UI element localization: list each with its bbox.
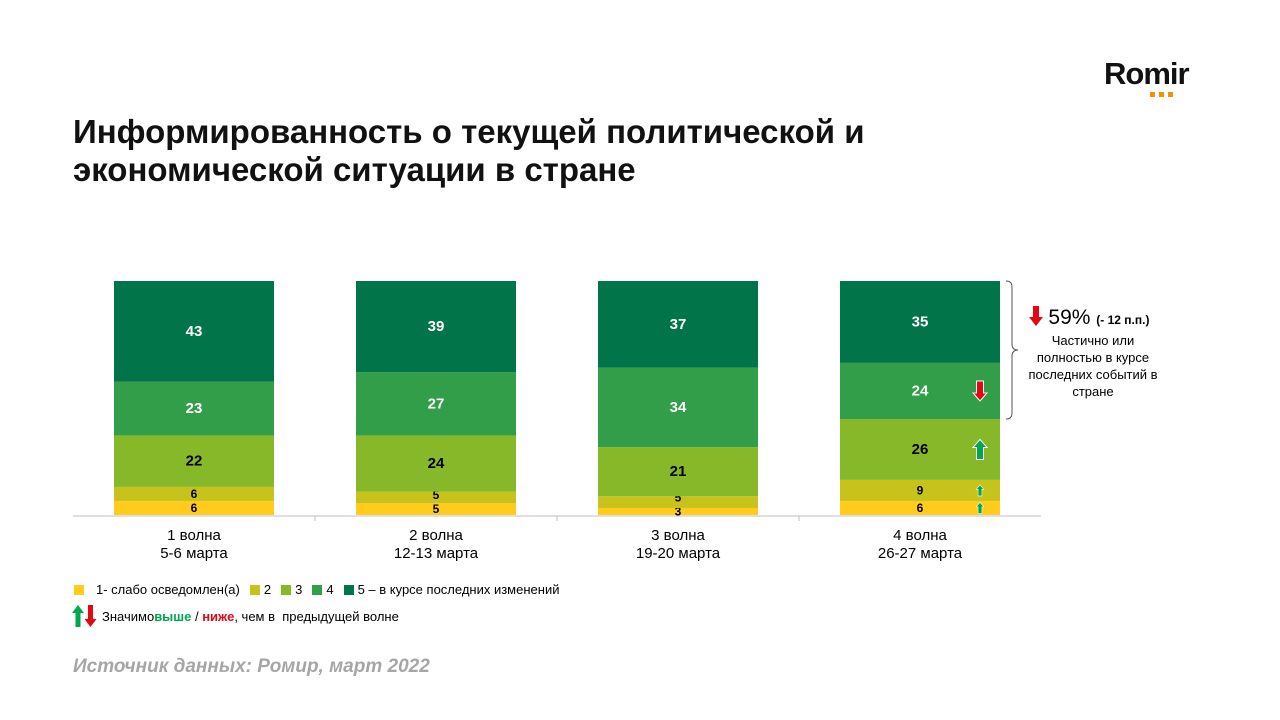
data-label: 39 <box>428 318 445 335</box>
category-label: 3 волна <box>651 527 705 544</box>
data-label: 6 <box>191 487 198 501</box>
arrow-up-icon <box>971 438 989 460</box>
annotation-change: (- 12 п.п.) <box>1096 313 1150 327</box>
bar-segment <box>598 496 758 508</box>
legend-swatch <box>249 584 260 595</box>
legend-item: 2 <box>249 582 272 597</box>
annotation-value: 59% <box>1048 306 1091 329</box>
data-label: 27 <box>428 395 445 412</box>
legend-item: 3 <box>281 582 302 597</box>
data-label: 5 <box>433 488 440 502</box>
category-sublabel: 5-6 марта <box>160 545 228 562</box>
bar-segment <box>598 507 758 515</box>
data-label: 35 <box>912 313 929 330</box>
bar-segment <box>840 281 1000 363</box>
up-down-arrows-icon <box>72 605 97 627</box>
data-label: 9 <box>917 483 924 497</box>
data-label: 6 <box>917 501 924 515</box>
legend: 1- слабо осведомлен(а) 2 3 4 5 – в курсе пос… <box>74 582 563 597</box>
bar-segment <box>840 362 1000 420</box>
page-title: Информированность о текущей политической… <box>73 113 865 188</box>
annotation-text: Частично или полностью в курсе последних… <box>1028 333 1158 399</box>
arrow-up-icon <box>975 484 985 497</box>
data-label: 5 <box>675 490 682 504</box>
sig-suffix: , чем в предыдущей волне <box>234 608 399 624</box>
arrow-up-icon <box>975 502 985 514</box>
legend-item: 5 – в курсе последних изменений <box>343 582 560 597</box>
category-label: 4 волна <box>893 527 947 544</box>
legend-item: 4 <box>312 582 334 597</box>
legend-swatch <box>281 584 292 595</box>
legend-label: 1- слабо осведомлен(а) <box>96 582 240 597</box>
sig-prefix: Значимо <box>102 608 155 624</box>
arrow-down-icon <box>971 380 989 402</box>
bar-segment <box>356 281 516 373</box>
sig-sep: / <box>191 608 203 624</box>
bar-segment <box>598 281 758 368</box>
bar-segment <box>356 503 516 515</box>
data-label: 26 <box>912 441 929 458</box>
data-label: 3 <box>675 504 682 518</box>
category-label: 2 волна <box>409 527 463 544</box>
bar-segment <box>114 381 274 436</box>
data-label: 34 <box>670 399 687 416</box>
bar-segment <box>356 435 516 492</box>
data-label: 24 <box>428 455 445 472</box>
bar-segment <box>114 435 274 487</box>
bar-segment <box>114 281 274 382</box>
category-sublabel: 12-13 марта <box>394 545 479 562</box>
annotation: 59% (- 12 п.п.) Частично или полностью в… <box>1014 306 1164 400</box>
arrow-down-icon <box>1028 306 1043 326</box>
bar-segment <box>356 372 516 436</box>
data-label: 43 <box>186 323 203 340</box>
category-sublabel: 19-20 марта <box>636 545 721 562</box>
bar-segment <box>598 447 758 497</box>
significance-legend: Значимо выше / ниже , чем в предыдущей в… <box>72 605 399 627</box>
data-label: 6 <box>191 501 198 515</box>
legend-label: 3 <box>295 582 303 597</box>
sig-up: выше <box>154 608 192 624</box>
legend-swatch <box>74 584 84 595</box>
bar-segment <box>840 500 1000 515</box>
romir-logo: Romir <box>1104 56 1190 97</box>
bar-segment <box>114 486 274 501</box>
category-label: 1 волна <box>167 527 221 544</box>
data-label: 23 <box>186 400 203 417</box>
legend-swatch <box>343 584 354 595</box>
brace <box>1005 280 1019 420</box>
bar-segment <box>598 367 758 448</box>
legend-item: 1- слабо осведомлен(а) <box>74 582 240 597</box>
legend-swatch <box>312 584 323 595</box>
legend-label: 5 – в курсе последних изменений <box>357 582 560 597</box>
source-note: Источник данных: Ромир, март 2022 <box>73 656 430 677</box>
data-label: 21 <box>670 463 687 480</box>
data-label: 24 <box>912 382 929 399</box>
bar-segment <box>356 491 516 504</box>
legend-label: 4 <box>326 582 334 597</box>
bar-segment <box>114 500 274 515</box>
bar-segment <box>840 419 1000 480</box>
data-label: 22 <box>186 453 203 470</box>
logo-text: Romir <box>1104 56 1190 91</box>
data-label: 37 <box>670 316 687 333</box>
data-label: 5 <box>433 502 440 516</box>
category-sublabel: 26-27 марта <box>878 545 963 562</box>
legend-label: 2 <box>263 582 272 597</box>
logo-dots <box>1150 92 1173 97</box>
sig-down: ниже <box>202 608 235 624</box>
bar-segment <box>840 479 1000 501</box>
